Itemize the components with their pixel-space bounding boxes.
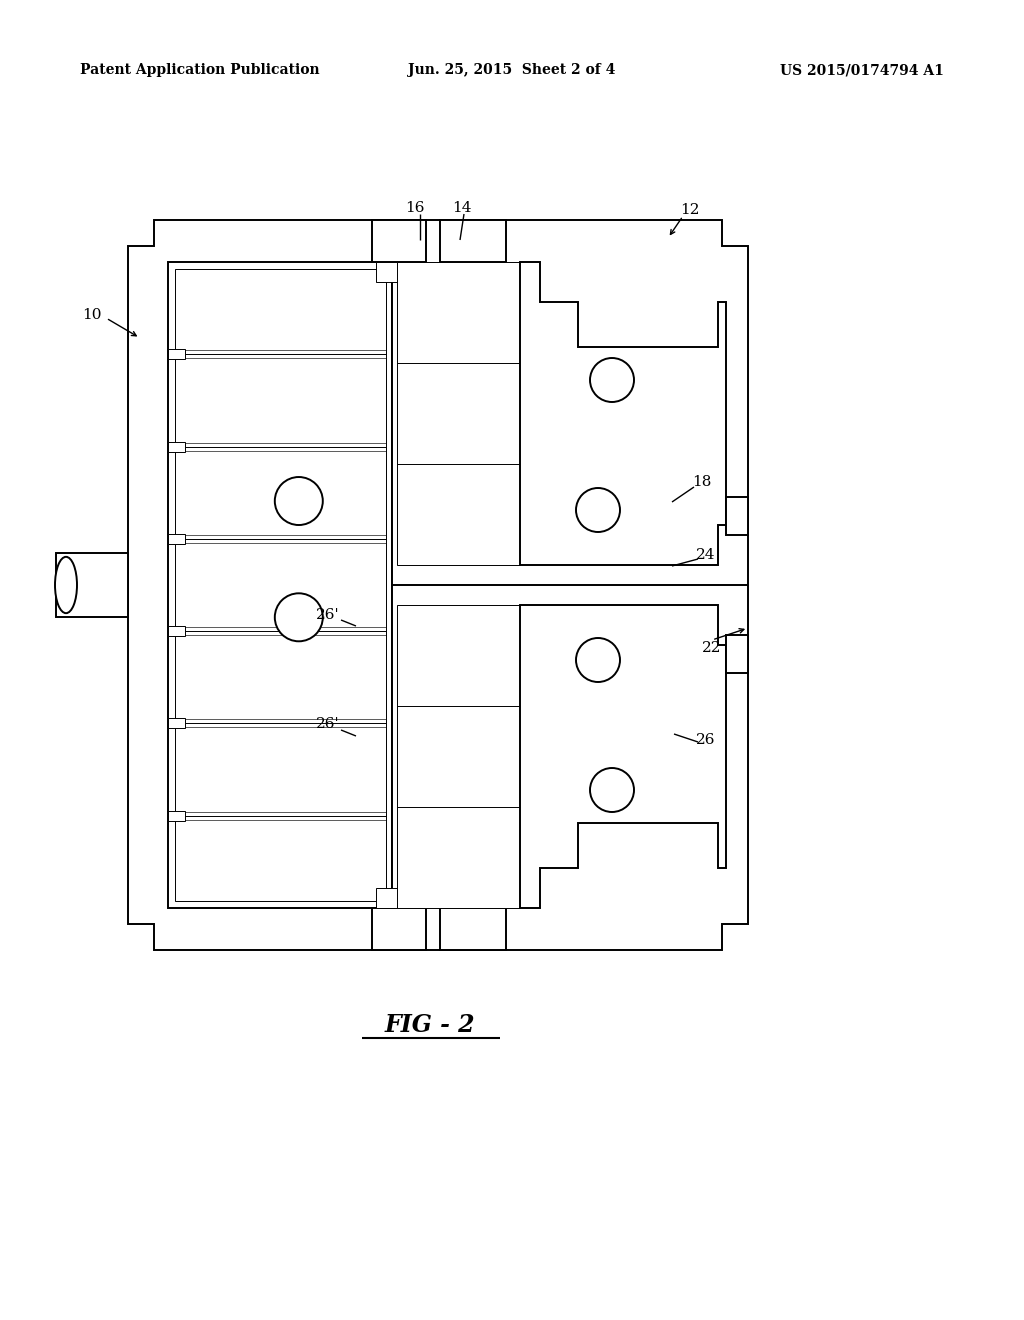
Bar [168,626,185,636]
Circle shape [590,358,634,403]
Text: 16: 16 [406,201,425,215]
Bar [56,553,128,616]
Circle shape [575,488,620,532]
Text: 12: 12 [680,203,699,216]
Bar [372,220,426,261]
Polygon shape [168,261,386,908]
Bar [440,908,506,950]
Text: 26: 26 [696,733,716,747]
Bar [726,635,748,673]
Polygon shape [520,605,726,908]
Circle shape [274,477,323,525]
Circle shape [575,638,620,682]
Bar [168,810,185,821]
Text: Patent Application Publication: Patent Application Publication [80,63,319,77]
Bar [372,908,426,950]
Text: FIG - 2: FIG - 2 [385,1012,475,1038]
Text: 22: 22 [702,642,722,655]
Circle shape [590,768,634,812]
Bar [168,350,185,359]
Text: 26': 26' [316,717,340,731]
Bar [376,888,425,908]
Bar [168,533,185,544]
Polygon shape [175,269,386,902]
Bar [726,498,748,535]
Text: 18: 18 [692,475,712,488]
Text: 24: 24 [696,548,716,562]
Bar [444,261,505,282]
Ellipse shape [55,557,77,614]
Text: US 2015/0174794 A1: US 2015/0174794 A1 [780,63,944,77]
Polygon shape [397,261,520,565]
Bar [168,442,185,451]
Text: 10: 10 [82,308,101,322]
Text: Jun. 25, 2015  Sheet 2 of 4: Jun. 25, 2015 Sheet 2 of 4 [409,63,615,77]
Text: 26': 26' [316,609,340,622]
Text: 14: 14 [453,201,472,215]
Bar [168,718,185,729]
Polygon shape [520,261,726,565]
Polygon shape [392,220,748,950]
Bar [376,261,425,282]
Circle shape [274,593,323,642]
Bar [440,220,506,261]
Bar [444,888,505,908]
Polygon shape [128,220,392,950]
Polygon shape [397,605,520,908]
